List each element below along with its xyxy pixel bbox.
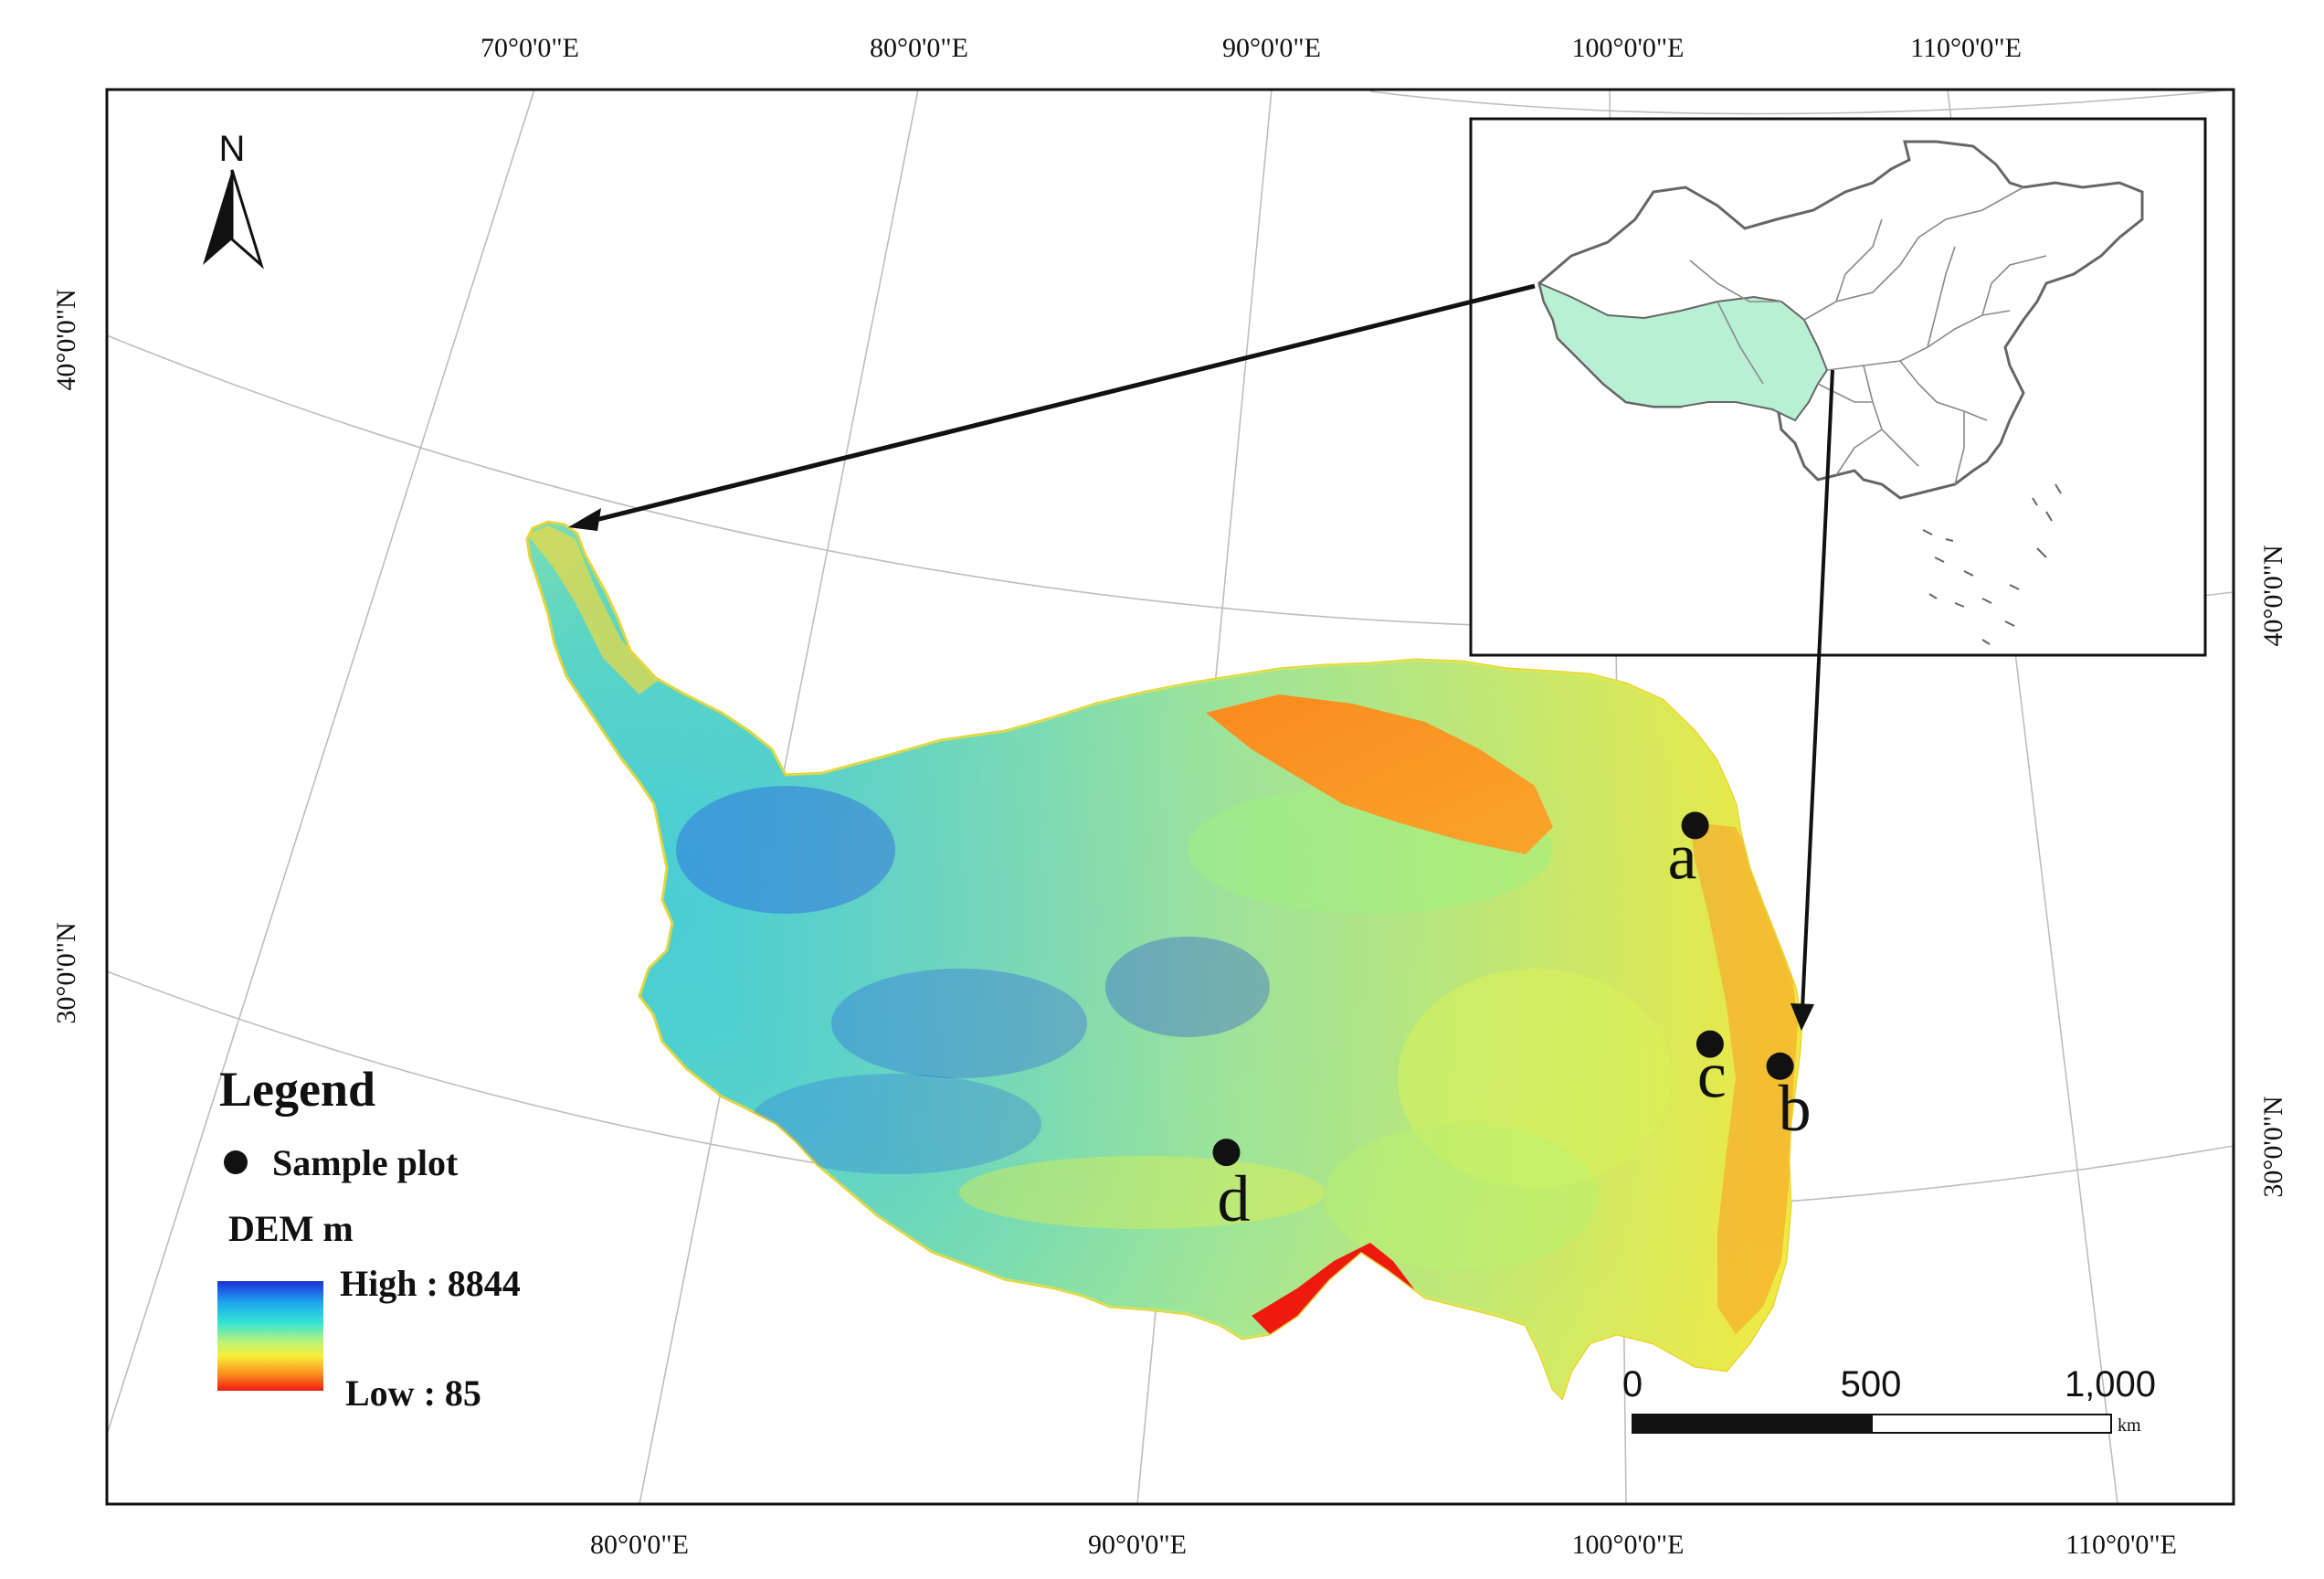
scale-bar-white-segment [1871, 1414, 2112, 1434]
left-lat-label: 30°0'0"N [51, 922, 81, 1023]
longitude-line-70 [107, 90, 535, 1436]
callout-arrows [568, 283, 1834, 1031]
bottom-lon-label: 80°0'0"E [590, 1530, 689, 1560]
legend-title: Legend [219, 1062, 375, 1117]
province-boundaries [1689, 186, 2047, 485]
sample-plot-d-label: d [1218, 1162, 1251, 1235]
qaidam-basin [1206, 694, 1553, 854]
scale-unit: km [2118, 1415, 2141, 1436]
sample-plot-a-marker [1681, 811, 1709, 840]
sample-plot-symbol-icon [224, 1150, 248, 1174]
arrow-head-icon [1791, 1003, 1814, 1031]
sample-plot-c-label: c [1697, 1039, 1727, 1112]
scale-bar: 0 500 1,000 km [1622, 1364, 2156, 1436]
bottom-lon-label: 90°0'0"E [1088, 1530, 1187, 1560]
left-lat-label: 40°0'0"N [51, 289, 81, 390]
north-label: N [219, 129, 246, 169]
arrow-head-icon [568, 508, 601, 531]
scale-tick-500: 500 [1841, 1364, 1902, 1404]
arrow-to-west-tip [584, 283, 1536, 525]
sample-plots: a bc d [1212, 811, 1812, 1235]
legend-dem-label: DEM m [228, 1208, 354, 1249]
top-lon-label: 80°0'0"E [870, 33, 968, 63]
eastern-lowland [1690, 822, 1798, 1334]
legend-low-label: Low : 85 [345, 1372, 481, 1414]
top-lon-label: 90°0'0"E [1222, 33, 1321, 63]
sample-plot-a-label: a [1668, 820, 1697, 893]
bottom-lon-label: 100°0'0"E [1572, 1530, 1685, 1560]
sample-plot-d-marker [1212, 1139, 1241, 1167]
bottom-longitude-labels: 80°0'0"E 90°0'0"E 100°0'0"E 110°0'0"E [590, 1530, 2177, 1560]
legend-sample-plot-label: Sample plot [272, 1142, 459, 1183]
scale-tick-0: 0 [1622, 1364, 1643, 1404]
arrow-to-east-edge [1801, 369, 1834, 1011]
top-lon-label: 100°0'0"E [1572, 33, 1685, 63]
right-latitude-labels: 40°0'0"N 30°0'0"N [2258, 545, 2288, 1197]
top-lon-label: 70°0'0"E [481, 33, 579, 63]
legend: Legend Sample plot DEM m High : 8844 Low… [217, 1062, 521, 1414]
china-inset-map [1469, 117, 2207, 657]
top-lon-label: 110°0'0"E [1910, 33, 2022, 63]
sample-plot-c-marker [1695, 1030, 1724, 1058]
sample-plot-b-marker [1766, 1052, 1794, 1080]
legend-high-label: High : 8844 [340, 1263, 521, 1304]
right-lat-label: 40°0'0"N [2258, 545, 2288, 646]
bottom-lon-label: 110°0'0"E [2065, 1530, 2177, 1560]
tibetan-plateau-inset [1537, 281, 1829, 422]
south-china-sea-islands [1922, 483, 2062, 645]
scale-bar-black-segment [1632, 1414, 1873, 1434]
scale-tick-1000: 1,000 [2065, 1364, 2156, 1404]
left-latitude-labels: 40°0'0"N 30°0'0"N [51, 289, 81, 1023]
latitude-line-50 [1369, 90, 2234, 115]
north-arrow-icon: N [203, 129, 264, 270]
sample-plot-b-label: b [1779, 1072, 1812, 1145]
right-lat-label: 30°0'0"N [2258, 1096, 2288, 1197]
western-rim [527, 525, 658, 694]
top-longitude-labels: 70°0'0"E 80°0'0"E 90°0'0"E 100°0'0"E 110… [481, 33, 2022, 63]
dem-color-ramp [217, 1281, 323, 1391]
map-frame [105, 88, 2235, 1506]
